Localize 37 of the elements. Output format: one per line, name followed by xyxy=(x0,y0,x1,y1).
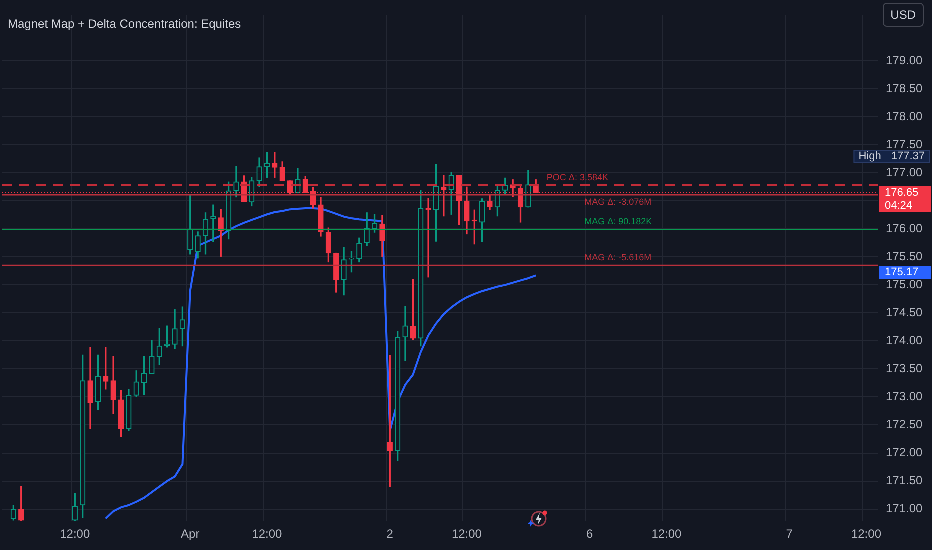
annotation: MAG Δ: 90.182K xyxy=(584,216,652,227)
y-tick-label: 173.00 xyxy=(886,390,924,404)
y-tick-label: 171.00 xyxy=(886,502,924,516)
x-tick-label: 12:00 xyxy=(851,527,882,542)
x-tick-label: 12:00 xyxy=(652,527,682,542)
x-tick-label: Apr xyxy=(181,527,200,542)
y-tick-label: 179.00 xyxy=(886,53,924,68)
annotation: High xyxy=(858,150,882,162)
text: 177.37 xyxy=(891,150,926,162)
annotation: POC Δ: 3.584K xyxy=(546,172,608,182)
y-tick-label: 174.00 xyxy=(886,334,924,348)
x-tick-label: 2 xyxy=(386,527,394,542)
annotation: MAG Δ: -5.616M xyxy=(584,252,652,263)
y-tick-label: 178.00 xyxy=(886,109,924,124)
x-tick-label: 6 xyxy=(586,527,594,542)
candlestick xyxy=(402,306,408,362)
y-tick-label: 176.00 xyxy=(886,222,924,236)
y-tick-label: 172.50 xyxy=(886,418,924,432)
y-tick-label: 178.50 xyxy=(886,81,924,96)
x-tick-label: 12:00 xyxy=(60,527,90,542)
y-tick-label: 177.00 xyxy=(886,165,924,180)
chart-title: Magnet Map + Delta Concentration: Equites xyxy=(8,17,242,31)
candlestick xyxy=(210,204,216,242)
x-tick-label: 12:00 xyxy=(252,527,283,542)
y-tick-label: 173.50 xyxy=(886,362,924,376)
y-tick-label: 171.50 xyxy=(886,474,924,488)
y-tick-label: 172.00 xyxy=(886,446,924,460)
y-tick-label: 174.50 xyxy=(886,306,924,320)
annotation: MAG Δ: -3.076M xyxy=(584,197,652,207)
text: 175.17 xyxy=(885,266,919,279)
y-tick-label: 175.50 xyxy=(886,250,924,264)
text: USD xyxy=(882,3,924,27)
x-tick-label: 7 xyxy=(786,527,794,542)
y-tick-label: 177.50 xyxy=(886,137,924,152)
ref-line-label: 176.65 04:24 xyxy=(885,186,919,212)
y-tick-label: 175.00 xyxy=(886,278,924,292)
x-tick-label: 12:00 xyxy=(452,527,482,542)
